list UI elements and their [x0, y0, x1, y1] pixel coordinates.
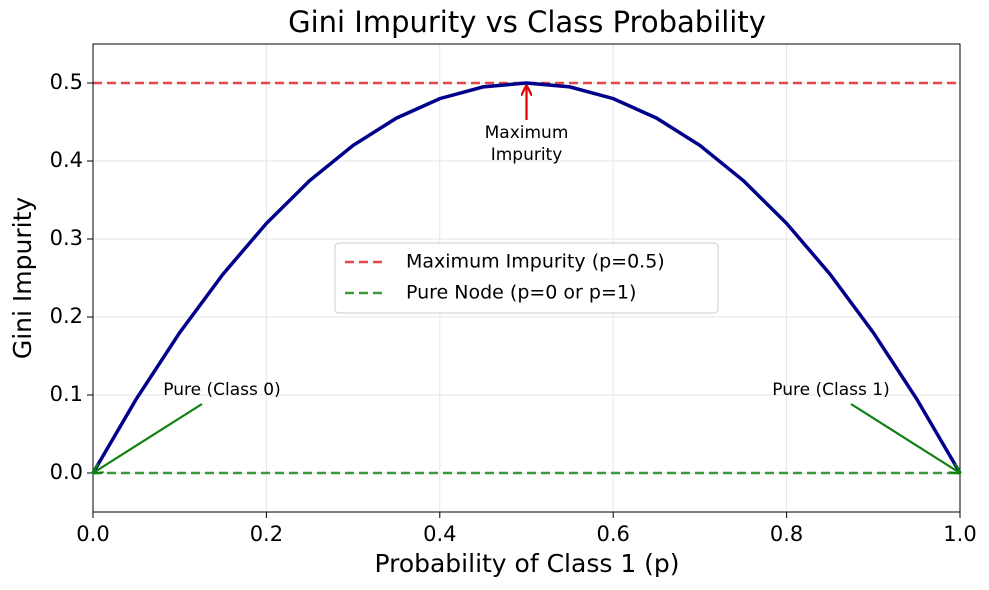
legend-label: Maximum Impurity (p=0.5)	[406, 251, 665, 273]
annotation-arrow	[850, 403, 960, 473]
x-tick-label: 1.0	[943, 522, 976, 546]
legend-label: Pure Node (p=0 or p=1)	[406, 282, 636, 304]
y-tick-label: 0.2	[50, 304, 83, 328]
y-tick-label: 0.0	[50, 460, 83, 484]
annotation-text: Pure (Class 0)	[163, 380, 280, 400]
x-tick-label: 0.6	[596, 522, 629, 546]
line-series	[91, 81, 962, 474]
y-tick-label: 0.1	[50, 382, 83, 406]
y-tick-label: 0.5	[50, 70, 83, 94]
chart-title: Gini Impurity vs Class Probability	[288, 5, 766, 39]
y-tick-label: 0.3	[50, 226, 83, 250]
x-tick-label: 0.4	[423, 522, 456, 546]
x-tick-label: 0.2	[250, 522, 283, 546]
annotation-text: Maximum	[485, 123, 569, 143]
y-tick-label: 0.4	[50, 148, 83, 172]
legend-box	[334, 242, 719, 314]
annotation-arrow	[93, 403, 203, 473]
x-axis-title: Probability of Class 1 (p)	[374, 549, 679, 578]
y-axis-title: Gini Impurity	[8, 197, 37, 360]
x-tick-label: 0.8	[770, 522, 803, 546]
x-tick-label: 0.0	[76, 522, 109, 546]
annotation-text: Pure (Class 1)	[772, 380, 889, 400]
annotation-text: Impurity	[491, 145, 563, 165]
plot-frame	[92, 43, 961, 513]
